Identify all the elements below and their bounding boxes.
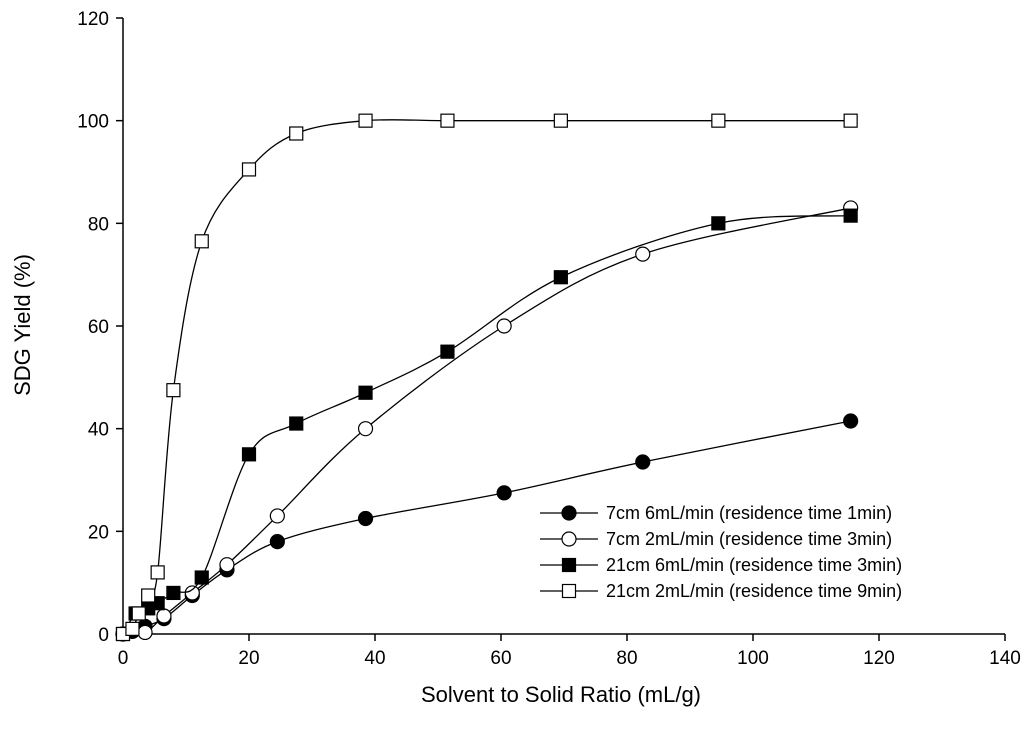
x-tick-label: 80 [616, 648, 637, 669]
data-point [141, 588, 156, 603]
legend-marker [561, 531, 577, 547]
data-point [843, 113, 858, 128]
data-point [289, 416, 304, 431]
y-tick-label: 20 [88, 522, 109, 543]
y-tick-label: 100 [77, 112, 109, 133]
data-point [357, 421, 374, 437]
data-point [166, 585, 181, 601]
legend-item: 7cm 2mL/min (residence time 3min) [540, 529, 892, 549]
series-1 [115, 413, 859, 642]
data-point [635, 246, 651, 262]
data-point [358, 113, 373, 128]
legend-label: 21cm 6mL/min (residence time 3min) [606, 555, 902, 575]
data-point [635, 454, 651, 470]
x-tick-label: 120 [863, 648, 895, 669]
y-tick-label: 0 [98, 625, 109, 646]
legend-item: 21cm 6mL/min (residence time 3min) [540, 555, 902, 575]
x-tick-label: 40 [364, 648, 385, 669]
legend-item: 7cm 6mL/min (residence time 1min) [540, 503, 892, 523]
legend-label: 21cm 2mL/min (residence time 9min) [606, 581, 902, 601]
data-point [711, 113, 726, 128]
data-point [269, 533, 285, 550]
data-point [137, 624, 153, 641]
legend-marker [561, 557, 577, 573]
y-tick-label: 80 [88, 214, 109, 235]
x-tick-label: 140 [989, 648, 1021, 669]
legend-label: 7cm 2mL/min (residence time 3min) [606, 529, 892, 549]
y-tick-label: 120 [77, 9, 109, 30]
data-point [357, 510, 374, 527]
legend: 7cm 6mL/min (residence time 1min) 7cm 2mL… [540, 503, 902, 601]
x-axis: 0 20 40 60 80 100 120 140 [118, 633, 1021, 669]
x-axis-title: Solvent to Solid Ratio (mL/g) [421, 682, 701, 707]
data-point [553, 113, 568, 128]
data-point [156, 608, 172, 624]
y-tick-label: 60 [88, 317, 109, 338]
data-point [269, 508, 285, 524]
data-point [219, 557, 235, 573]
legend-item: 21cm 2mL/min (residence time 9min) [540, 581, 902, 601]
data-point [358, 385, 373, 400]
legend-marker [561, 583, 577, 599]
data-point [843, 208, 858, 223]
series-2 [115, 200, 859, 642]
x-tick-label: 60 [490, 648, 511, 669]
data-point [440, 113, 455, 128]
data-point [150, 565, 165, 580]
data-point [194, 234, 209, 249]
data-point [711, 216, 726, 231]
data-point [440, 344, 455, 359]
legend-marker [561, 505, 577, 521]
data-point [241, 447, 257, 462]
legend-label: 7cm 6mL/min (residence time 1min) [606, 503, 892, 523]
x-tick-label: 20 [238, 648, 259, 669]
series-4 [115, 113, 858, 642]
data-point [289, 126, 304, 141]
data-point [241, 162, 257, 177]
data-point [553, 270, 568, 285]
data-point [131, 606, 146, 621]
series-line [122, 420, 851, 635]
series-layer [115, 113, 859, 642]
y-axis-title: SDG Yield (%) [10, 254, 35, 396]
data-point [166, 383, 181, 398]
x-tick-label: 100 [737, 648, 769, 669]
data-point [496, 485, 512, 501]
data-point [843, 413, 859, 429]
x-tick-label: 0 [118, 648, 129, 669]
y-axis: 0 20 40 60 80 100 120 [77, 9, 124, 646]
data-point [125, 621, 140, 636]
data-point [184, 585, 200, 601]
data-point [194, 570, 209, 585]
y-tick-label: 40 [88, 420, 109, 441]
data-point [496, 318, 512, 334]
